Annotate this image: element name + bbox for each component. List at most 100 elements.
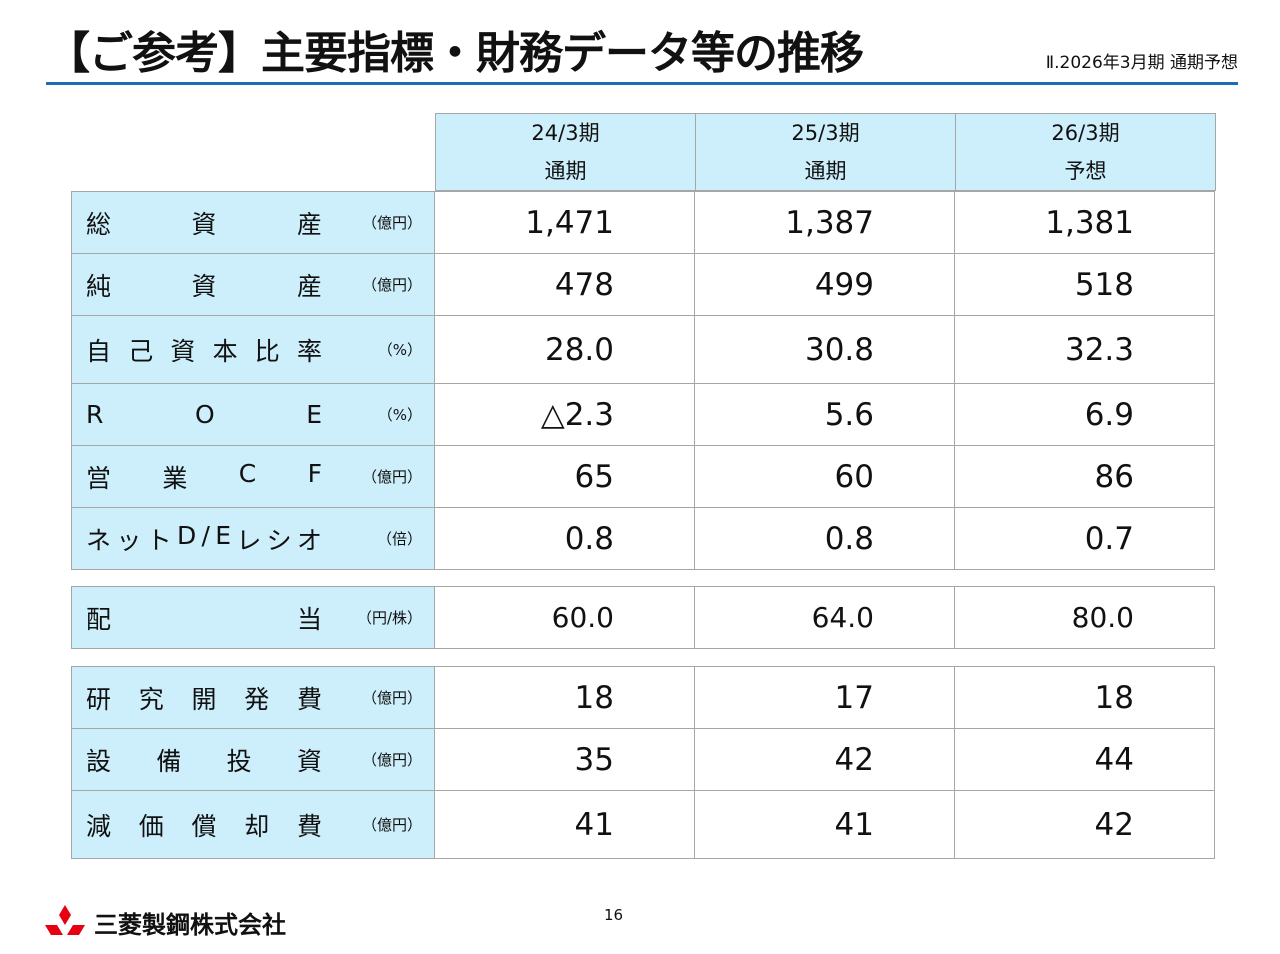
value-cell: 1,387 <box>694 191 955 254</box>
value-cell: 42 <box>694 728 955 791</box>
page-subtitle: Ⅱ.2026年3月期 通期予想 <box>1045 53 1238 73</box>
row-label-char: 資 <box>191 271 217 301</box>
row-label-char: 配 <box>86 604 112 634</box>
row-label-cell: 総 資 産 （億円） <box>71 191 435 254</box>
row-label-char: 資 <box>296 746 322 776</box>
value-cell: 30.8 <box>694 315 955 384</box>
row-label-char: 投 <box>226 746 252 776</box>
column-period: 24/3期 <box>531 121 600 145</box>
row-label: ネット D / E レシオ <box>86 521 322 557</box>
row-unit: （億円） <box>361 276 422 294</box>
value-cell: 42 <box>954 790 1215 859</box>
row-label-char: 営 <box>86 463 112 493</box>
row-label-char: 自 <box>86 336 112 366</box>
column-header: 24/3期 通期 <box>435 113 696 191</box>
row-label-char: 産 <box>296 209 322 239</box>
value-cell: 60.0 <box>434 586 695 649</box>
table-row: 設 備 投 資 （億円） 35 42 44 <box>71 728 1217 791</box>
row-label-char: 己 <box>128 336 154 366</box>
row-label: 減価償却費 <box>86 807 322 843</box>
row-label-char: 本 <box>212 336 238 366</box>
row-label-char: 資 <box>191 209 217 239</box>
value-cell: 86 <box>954 445 1215 508</box>
row-label-char: 資 <box>170 336 196 366</box>
value-cell: 44 <box>954 728 1215 791</box>
row-label-cell: 配当（円/株） <box>71 586 435 649</box>
row-label-cell: 純 資 産 （億円） <box>71 253 435 316</box>
value-cell: 65 <box>434 445 695 508</box>
row-unit: （億円） <box>361 751 422 769</box>
table-row: 自己資本比率 （%） 28.0 30.8 32.3 <box>71 315 1217 384</box>
column-header: 25/3期 通期 <box>695 113 956 191</box>
row-label-char: R <box>86 400 104 429</box>
table-row: 研究開発費 （億円） 18 17 18 <box>71 666 1217 729</box>
row-label-char: 純 <box>86 271 112 301</box>
row-label-char: F <box>307 458 322 488</box>
row-label-char: 備 <box>156 746 182 776</box>
row-label-char: 却 <box>244 811 270 841</box>
row-label-char: D <box>176 520 197 550</box>
row-label: 配当 <box>86 600 322 636</box>
value-cell: 0.8 <box>694 507 955 570</box>
value-cell: 18 <box>434 666 695 729</box>
row-label-char: 総 <box>86 209 112 239</box>
value-cell: 0.7 <box>954 507 1215 570</box>
row-label-char: 研 <box>86 684 112 714</box>
row-label-cell: ネット D / E レシオ （倍） <box>71 507 435 570</box>
row-label-cell: 設 備 投 資 （億円） <box>71 728 435 791</box>
row-label-char: 発 <box>244 684 270 714</box>
row-label-char: 価 <box>138 811 164 841</box>
column-period: 25/3期 <box>791 121 860 145</box>
value-cell: 5.6 <box>694 383 955 446</box>
value-cell: 18 <box>954 666 1215 729</box>
row-label-cell: 営 業 C F （億円） <box>71 445 435 508</box>
value-cell: 1,381 <box>954 191 1215 254</box>
row-unit: （億円） <box>361 468 422 486</box>
row-unit: （円/株） <box>356 609 422 627</box>
row-label-char: 費 <box>296 811 322 841</box>
value-cell: 17 <box>694 666 955 729</box>
row-label-char: C <box>238 458 257 488</box>
three-diamonds-icon <box>45 905 85 935</box>
column-type: 通期 <box>544 159 587 183</box>
company-name: 三菱製鋼株式会社 <box>94 911 286 939</box>
row-label-char: 比 <box>254 336 280 366</box>
row-label-cell: 自己資本比率 （%） <box>71 315 435 384</box>
row-unit: （億円） <box>361 689 422 707</box>
value-cell: 28.0 <box>434 315 695 384</box>
table-header-row: 24/3期 通期 25/3期 通期 26/3期 予想 <box>435 113 1218 191</box>
row-label: 設備投資 <box>86 742 322 778</box>
row-label-char: 開 <box>191 684 217 714</box>
row-label-char: 当 <box>296 604 322 634</box>
column-type: 予想 <box>1064 159 1107 183</box>
value-cell: 478 <box>434 253 695 316</box>
value-cell: 32.3 <box>954 315 1215 384</box>
row-label-char: ッ <box>116 525 142 555</box>
value-cell: 6.9 <box>954 383 1215 446</box>
value-cell: 499 <box>694 253 955 316</box>
column-header: 26/3期 予想 <box>955 113 1216 191</box>
row-label-char: レ <box>236 525 262 555</box>
row-label-char: 設 <box>86 746 112 776</box>
row-unit: （%） <box>377 341 422 359</box>
value-cell: 41 <box>694 790 955 859</box>
row-label-char: 産 <box>296 271 322 301</box>
value-cell: 60 <box>694 445 955 508</box>
row-label-char: / <box>201 520 210 550</box>
row-label-char: ネ <box>86 525 112 555</box>
row-label-char: シ <box>266 525 292 555</box>
row-label: 自己資本比率 <box>86 332 322 368</box>
row-label: 研究開発費 <box>86 680 322 716</box>
column-type: 通期 <box>804 159 847 183</box>
value-cell: 518 <box>954 253 1215 316</box>
row-label-char: 減 <box>86 811 112 841</box>
row-label: 総資産 <box>86 205 322 241</box>
value-cell: 35 <box>434 728 695 791</box>
row-unit: （億円） <box>361 816 422 834</box>
value-cell: 41 <box>434 790 695 859</box>
page-number: 16 <box>604 906 624 924</box>
row-label-char: 費 <box>296 684 322 714</box>
value-cell: 0.8 <box>434 507 695 570</box>
table-row: 減価償却費（億円） 41 41 42 <box>71 790 1217 859</box>
